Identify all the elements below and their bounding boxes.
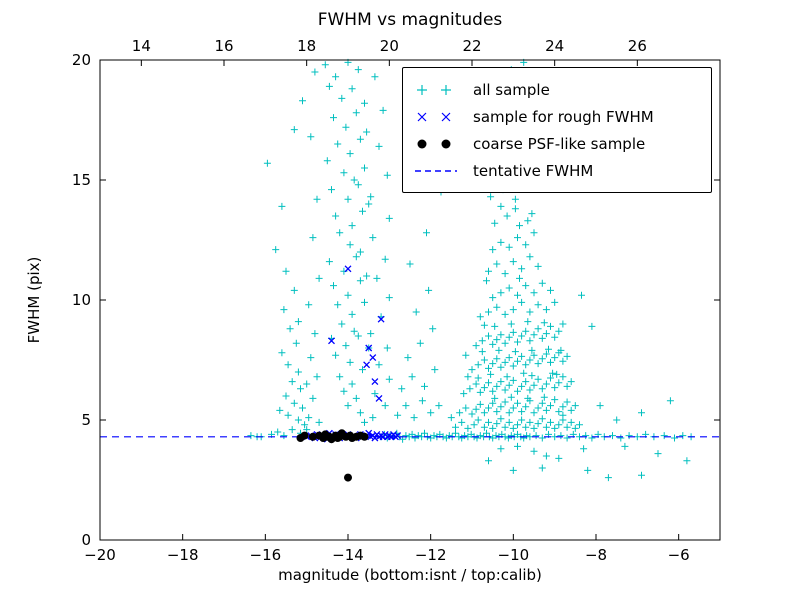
legend-label: tentative FWHM [473, 161, 594, 180]
svg-text:−12: −12 [415, 546, 447, 564]
chart-title: FWHM vs magnitudes [317, 10, 503, 30]
svg-text:20: 20 [72, 51, 91, 69]
y-axis-label: FWHM (pix) [25, 256, 43, 344]
svg-text:0: 0 [81, 531, 91, 549]
svg-text:5: 5 [81, 411, 91, 429]
dashed-line-icon [415, 169, 457, 172]
dot-marker-icon [417, 139, 451, 148]
svg-text:−10: −10 [498, 546, 530, 564]
x-axis-label: magnitude (bottom:isnt / top:calib) [278, 566, 542, 584]
svg-text:20: 20 [380, 37, 399, 55]
legend: all sample sample for rough FWHM coarse … [402, 67, 712, 193]
legend-label: coarse PSF-like sample [473, 134, 646, 153]
legend-label: all sample [473, 80, 550, 99]
svg-text:−18: −18 [167, 546, 199, 564]
svg-text:14: 14 [132, 37, 151, 55]
svg-text:26: 26 [628, 37, 647, 55]
svg-text:22: 22 [462, 37, 481, 55]
svg-text:−16: −16 [250, 546, 282, 564]
legend-item-tentative-fwhm: tentative FWHM [413, 157, 701, 184]
x-marker-icon [417, 112, 451, 121]
svg-text:18: 18 [297, 37, 316, 55]
plus-marker-icon [417, 84, 451, 95]
legend-label: sample for rough FWHM [473, 107, 654, 126]
legend-item-psf-sample: coarse PSF-like sample [413, 130, 701, 157]
legend-item-rough-fwhm: sample for rough FWHM [413, 103, 701, 130]
svg-text:24: 24 [545, 37, 564, 55]
svg-text:−8: −8 [585, 546, 607, 564]
svg-text:−6: −6 [668, 546, 690, 564]
svg-text:16: 16 [214, 37, 233, 55]
svg-text:−20: −20 [84, 546, 116, 564]
legend-item-all-sample: all sample [413, 76, 701, 103]
svg-text:−14: −14 [332, 546, 364, 564]
svg-text:15: 15 [72, 171, 91, 189]
svg-text:10: 10 [72, 291, 91, 309]
